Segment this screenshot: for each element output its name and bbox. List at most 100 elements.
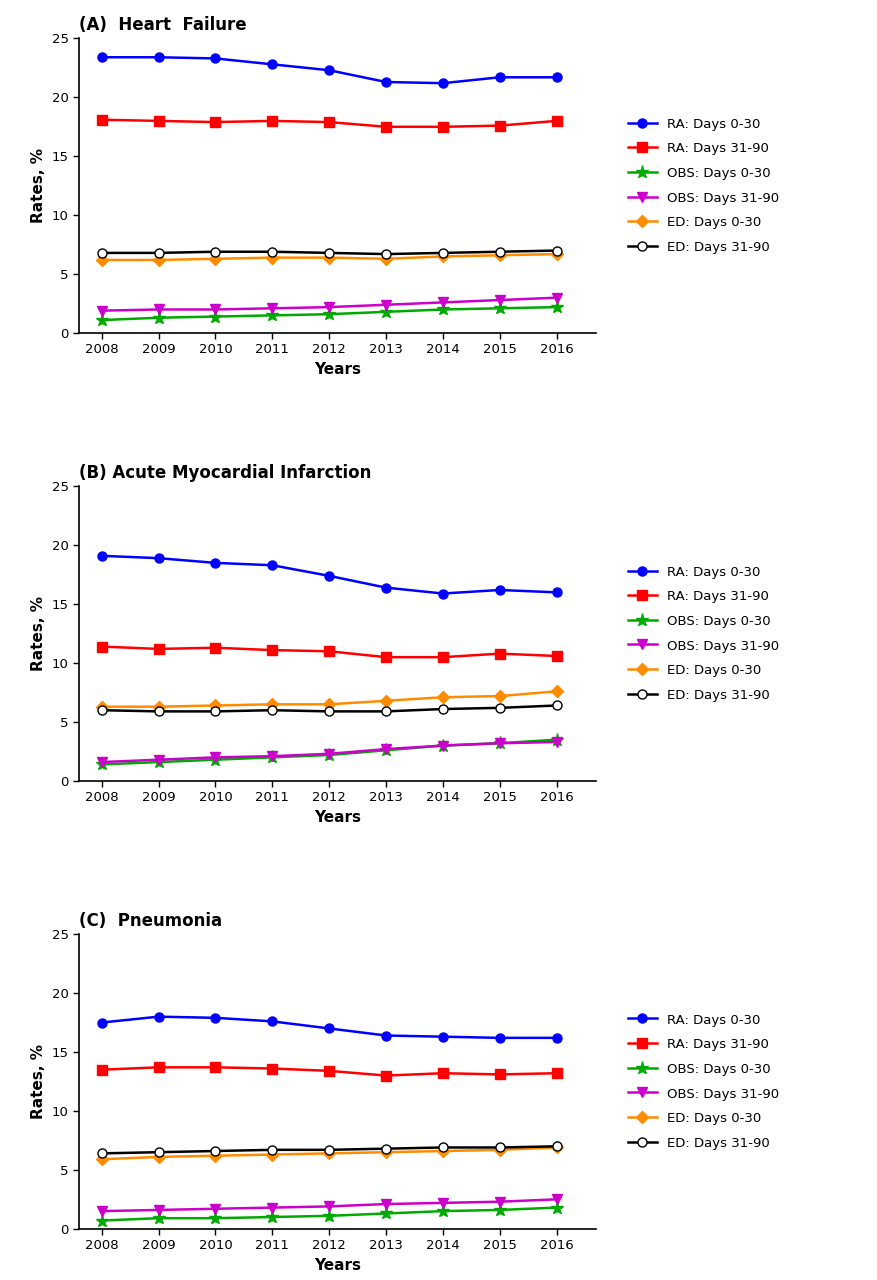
RA: Days 0-30: (2.02e+03, 16): Days 0-30: (2.02e+03, 16) (552, 585, 562, 600)
RA: Days 31-90: (2.01e+03, 17.9): Days 31-90: (2.01e+03, 17.9) (324, 114, 334, 129)
ED: Days 0-30: (2.01e+03, 6.3): Days 0-30: (2.01e+03, 6.3) (381, 251, 391, 266)
OBS: Days 0-30: (2.02e+03, 2.1): Days 0-30: (2.02e+03, 2.1) (495, 301, 505, 316)
ED: Days 31-90: (2.02e+03, 6.9): Days 31-90: (2.02e+03, 6.9) (495, 1139, 505, 1155)
ED: Days 0-30: (2.02e+03, 6.7): Days 0-30: (2.02e+03, 6.7) (552, 247, 562, 262)
RA: Days 0-30: (2.01e+03, 23.3): Days 0-30: (2.01e+03, 23.3) (210, 51, 221, 67)
RA: Days 0-30: (2.01e+03, 18.3): Days 0-30: (2.01e+03, 18.3) (267, 558, 277, 573)
RA: Days 31-90: (2.01e+03, 17.5): Days 31-90: (2.01e+03, 17.5) (381, 119, 391, 134)
OBS: Days 31-90: (2.01e+03, 1.5): Days 31-90: (2.01e+03, 1.5) (96, 1203, 107, 1219)
ED: Days 0-30: (2.01e+03, 6.4): Days 0-30: (2.01e+03, 6.4) (267, 250, 277, 265)
RA: Days 31-90: (2.01e+03, 13.6): Days 31-90: (2.01e+03, 13.6) (267, 1061, 277, 1076)
OBS: Days 31-90: (2.01e+03, 1.8): Days 31-90: (2.01e+03, 1.8) (153, 753, 164, 768)
OBS: Days 0-30: (2.01e+03, 2.6): Days 0-30: (2.01e+03, 2.6) (381, 742, 391, 758)
Line: RA: Days 0-30: RA: Days 0-30 (97, 52, 561, 88)
ED: Days 0-30: (2.01e+03, 6.3): Days 0-30: (2.01e+03, 6.3) (96, 699, 107, 714)
Line: OBS: Days 31-90: OBS: Days 31-90 (97, 1194, 561, 1216)
Line: RA: Days 31-90: RA: Days 31-90 (97, 1062, 561, 1080)
RA: Days 0-30: (2.01e+03, 18): Days 0-30: (2.01e+03, 18) (153, 1009, 164, 1024)
OBS: Days 31-90: (2.01e+03, 2.6): Days 31-90: (2.01e+03, 2.6) (438, 294, 448, 310)
ED: Days 31-90: (2.01e+03, 6.4): Days 31-90: (2.01e+03, 6.4) (96, 1146, 107, 1161)
RA: Days 31-90: (2.01e+03, 17.9): Days 31-90: (2.01e+03, 17.9) (210, 114, 221, 129)
Text: (C)  Pneumonia: (C) Pneumonia (79, 911, 222, 929)
RA: Days 31-90: (2.01e+03, 11): Days 31-90: (2.01e+03, 11) (324, 644, 334, 659)
RA: Days 31-90: (2.01e+03, 18.1): Days 31-90: (2.01e+03, 18.1) (96, 113, 107, 128)
RA: Days 0-30: (2.01e+03, 19.1): Days 0-30: (2.01e+03, 19.1) (96, 548, 107, 563)
OBS: Days 31-90: (2.02e+03, 3.2): Days 31-90: (2.02e+03, 3.2) (495, 736, 505, 751)
ED: Days 31-90: (2.02e+03, 6.9): Days 31-90: (2.02e+03, 6.9) (495, 244, 505, 260)
OBS: Days 31-90: (2.01e+03, 2.1): Days 31-90: (2.01e+03, 2.1) (267, 301, 277, 316)
ED: Days 31-90: (2.01e+03, 6): Days 31-90: (2.01e+03, 6) (96, 703, 107, 718)
RA: Days 0-30: (2.02e+03, 16.2): Days 0-30: (2.02e+03, 16.2) (495, 1030, 505, 1046)
RA: Days 0-30: (2.01e+03, 16.3): Days 0-30: (2.01e+03, 16.3) (438, 1029, 448, 1044)
RA: Days 31-90: (2.01e+03, 13.4): Days 31-90: (2.01e+03, 13.4) (324, 1064, 334, 1079)
OBS: Days 31-90: (2.01e+03, 2.1): Days 31-90: (2.01e+03, 2.1) (267, 749, 277, 764)
OBS: Days 0-30: (2.02e+03, 1.6): Days 0-30: (2.02e+03, 1.6) (495, 1202, 505, 1217)
OBS: Days 31-90: (2.01e+03, 1.9): Days 31-90: (2.01e+03, 1.9) (96, 303, 107, 319)
RA: Days 31-90: (2.01e+03, 10.5): Days 31-90: (2.01e+03, 10.5) (381, 649, 391, 664)
ED: Days 0-30: (2.01e+03, 6.2): Days 0-30: (2.01e+03, 6.2) (210, 1148, 221, 1164)
RA: Days 0-30: (2.01e+03, 18.9): Days 0-30: (2.01e+03, 18.9) (153, 550, 164, 566)
Line: OBS: Days 0-30: OBS: Days 0-30 (95, 1201, 563, 1228)
OBS: Days 0-30: (2.01e+03, 1.3): Days 0-30: (2.01e+03, 1.3) (381, 1206, 391, 1221)
OBS: Days 0-30: (2.01e+03, 1.1): Days 0-30: (2.01e+03, 1.1) (96, 312, 107, 328)
ED: Days 31-90: (2.01e+03, 6.9): Days 31-90: (2.01e+03, 6.9) (267, 244, 277, 260)
Legend: RA: Days 0-30, RA: Days 31-90, OBS: Days 0-30, OBS: Days 31-90, ED: Days 0-30, E: RA: Days 0-30, RA: Days 31-90, OBS: Days… (624, 1009, 783, 1153)
OBS: Days 31-90: (2.01e+03, 3): Days 31-90: (2.01e+03, 3) (438, 737, 448, 753)
OBS: Days 31-90: (2.01e+03, 2): Days 31-90: (2.01e+03, 2) (210, 302, 221, 317)
ED: Days 0-30: (2.01e+03, 6.5): Days 0-30: (2.01e+03, 6.5) (438, 248, 448, 264)
ED: Days 0-30: (2.02e+03, 6.9): Days 0-30: (2.02e+03, 6.9) (552, 1139, 562, 1155)
OBS: Days 31-90: (2.01e+03, 2): Days 31-90: (2.01e+03, 2) (153, 302, 164, 317)
Line: RA: Days 0-30: RA: Days 0-30 (97, 552, 561, 598)
OBS: Days 31-90: (2.02e+03, 2.5): Days 31-90: (2.02e+03, 2.5) (552, 1192, 562, 1207)
ED: Days 31-90: (2.01e+03, 6.5): Days 31-90: (2.01e+03, 6.5) (153, 1144, 164, 1160)
OBS: Days 31-90: (2.01e+03, 2.7): Days 31-90: (2.01e+03, 2.7) (381, 741, 391, 756)
ED: Days 31-90: (2.01e+03, 6): Days 31-90: (2.01e+03, 6) (267, 703, 277, 718)
ED: Days 0-30: (2.01e+03, 6.4): Days 0-30: (2.01e+03, 6.4) (210, 698, 221, 713)
OBS: Days 31-90: (2.01e+03, 1.6): Days 31-90: (2.01e+03, 1.6) (96, 754, 107, 769)
ED: Days 31-90: (2.02e+03, 7): Days 31-90: (2.02e+03, 7) (552, 1139, 562, 1155)
OBS: Days 0-30: (2.02e+03, 3.2): Days 0-30: (2.02e+03, 3.2) (495, 736, 505, 751)
Line: RA: Days 31-90: RA: Days 31-90 (97, 115, 561, 132)
ED: Days 31-90: (2.01e+03, 6.6): Days 31-90: (2.01e+03, 6.6) (210, 1143, 221, 1158)
Line: OBS: Days 0-30: OBS: Days 0-30 (95, 301, 563, 326)
RA: Days 31-90: (2.01e+03, 11.3): Days 31-90: (2.01e+03, 11.3) (210, 640, 221, 655)
OBS: Days 0-30: (2.01e+03, 2): Days 0-30: (2.01e+03, 2) (438, 302, 448, 317)
ED: Days 0-30: (2.01e+03, 6.3): Days 0-30: (2.01e+03, 6.3) (153, 699, 164, 714)
Legend: RA: Days 0-30, RA: Days 31-90, OBS: Days 0-30, OBS: Days 31-90, ED: Days 0-30, E: RA: Days 0-30, RA: Days 31-90, OBS: Days… (624, 114, 783, 259)
ED: Days 31-90: (2.02e+03, 7): Days 31-90: (2.02e+03, 7) (552, 243, 562, 259)
OBS: Days 0-30: (2.01e+03, 1.3): Days 0-30: (2.01e+03, 1.3) (153, 310, 164, 325)
Line: ED: Days 31-90: ED: Days 31-90 (97, 1142, 561, 1158)
RA: Days 31-90: (2.01e+03, 11.4): Days 31-90: (2.01e+03, 11.4) (96, 639, 107, 654)
ED: Days 0-30: (2.01e+03, 6.6): Days 0-30: (2.01e+03, 6.6) (438, 1143, 448, 1158)
RA: Days 0-30: (2.01e+03, 22.3): Days 0-30: (2.01e+03, 22.3) (324, 63, 334, 78)
RA: Days 0-30: (2.02e+03, 16.2): Days 0-30: (2.02e+03, 16.2) (552, 1030, 562, 1046)
ED: Days 31-90: (2.01e+03, 6.8): Days 31-90: (2.01e+03, 6.8) (96, 246, 107, 261)
OBS: Days 0-30: (2.01e+03, 0.9): Days 0-30: (2.01e+03, 0.9) (210, 1211, 221, 1226)
RA: Days 0-30: (2.01e+03, 17.6): Days 0-30: (2.01e+03, 17.6) (267, 1014, 277, 1029)
OBS: Days 0-30: (2.01e+03, 1.6): Days 0-30: (2.01e+03, 1.6) (324, 306, 334, 321)
RA: Days 31-90: (2.02e+03, 13.1): Days 31-90: (2.02e+03, 13.1) (495, 1066, 505, 1082)
ED: Days 0-30: (2.02e+03, 6.7): Days 0-30: (2.02e+03, 6.7) (495, 1142, 505, 1157)
RA: Days 0-30: (2.01e+03, 17): Days 0-30: (2.01e+03, 17) (324, 1020, 334, 1036)
ED: Days 0-30: (2.01e+03, 6.5): Days 0-30: (2.01e+03, 6.5) (267, 696, 277, 712)
OBS: Days 0-30: (2.01e+03, 1.8): Days 0-30: (2.01e+03, 1.8) (210, 753, 221, 768)
RA: Days 0-30: (2.01e+03, 23.4): Days 0-30: (2.01e+03, 23.4) (96, 50, 107, 65)
RA: Days 0-30: (2.01e+03, 22.8): Days 0-30: (2.01e+03, 22.8) (267, 56, 277, 72)
OBS: Days 0-30: (2.01e+03, 1.6): Days 0-30: (2.01e+03, 1.6) (153, 754, 164, 769)
ED: Days 31-90: (2.01e+03, 6.8): Days 31-90: (2.01e+03, 6.8) (438, 246, 448, 261)
Line: ED: Days 31-90: ED: Days 31-90 (97, 246, 561, 259)
Line: OBS: Days 31-90: OBS: Days 31-90 (97, 737, 561, 767)
ED: Days 31-90: (2.01e+03, 6.8): Days 31-90: (2.01e+03, 6.8) (324, 246, 334, 261)
RA: Days 31-90: (2.01e+03, 11.2): Days 31-90: (2.01e+03, 11.2) (153, 641, 164, 657)
OBS: Days 31-90: (2.01e+03, 2.3): Days 31-90: (2.01e+03, 2.3) (324, 746, 334, 762)
Y-axis label: Rates, %: Rates, % (31, 148, 46, 223)
ED: Days 0-30: (2.01e+03, 6.4): Days 0-30: (2.01e+03, 6.4) (324, 250, 334, 265)
Legend: RA: Days 0-30, RA: Days 31-90, OBS: Days 0-30, OBS: Days 31-90, ED: Days 0-30, E: RA: Days 0-30, RA: Days 31-90, OBS: Days… (624, 562, 783, 705)
RA: Days 31-90: (2.01e+03, 13.7): Days 31-90: (2.01e+03, 13.7) (210, 1060, 221, 1075)
RA: Days 31-90: (2.01e+03, 13.5): Days 31-90: (2.01e+03, 13.5) (96, 1062, 107, 1078)
OBS: Days 31-90: (2.01e+03, 1.6): Days 31-90: (2.01e+03, 1.6) (153, 1202, 164, 1217)
Y-axis label: Rates, %: Rates, % (31, 1044, 46, 1119)
ED: Days 31-90: (2.01e+03, 6.7): Days 31-90: (2.01e+03, 6.7) (381, 247, 391, 262)
ED: Days 31-90: (2.01e+03, 5.9): Days 31-90: (2.01e+03, 5.9) (381, 704, 391, 719)
OBS: Days 0-30: (2.01e+03, 1.5): Days 0-30: (2.01e+03, 1.5) (267, 307, 277, 323)
